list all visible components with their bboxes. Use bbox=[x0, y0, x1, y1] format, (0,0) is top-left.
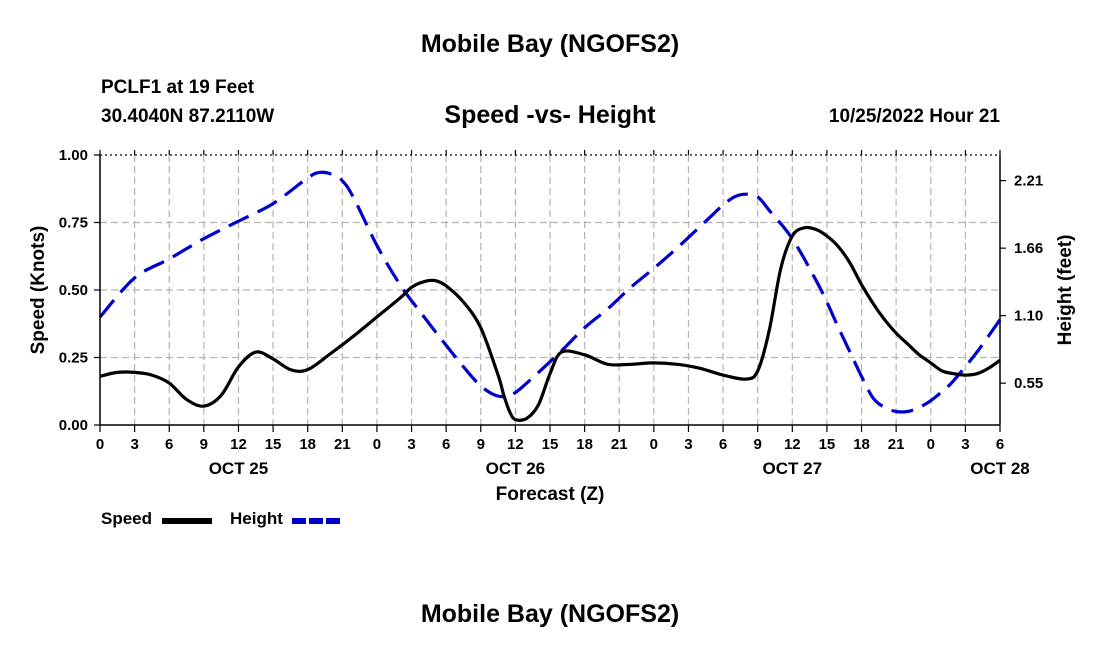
series-lines bbox=[98, 170, 1002, 422]
x-tick-label: 3 bbox=[684, 436, 692, 453]
series-height-line bbox=[98, 170, 1002, 414]
y-tick-label: 1.00 bbox=[59, 147, 88, 164]
y2-tick-label: 1.10 bbox=[1014, 308, 1043, 325]
x-tick-label: 21 bbox=[888, 436, 905, 453]
legend-height-swatch bbox=[292, 518, 342, 524]
legend-speed-label: Speed bbox=[101, 509, 153, 528]
x-tick-label: 21 bbox=[334, 436, 351, 453]
y-axis-title: Speed (Knots) bbox=[28, 226, 49, 355]
y2-tick-label: 1.66 bbox=[1014, 240, 1043, 257]
station-label: PCLF1 at 19 Feet bbox=[101, 77, 255, 98]
footer-title: Mobile Bay (NGOFS2) bbox=[420, 600, 680, 628]
x-tick-label: 21 bbox=[611, 436, 628, 453]
x-tick-label: 9 bbox=[754, 436, 762, 453]
x-date-label: OCT 25 bbox=[209, 459, 269, 478]
grid bbox=[100, 155, 1000, 425]
y2-axis-title: Height (feet) bbox=[1055, 235, 1076, 346]
chart-title: Speed -vs- Height bbox=[444, 101, 656, 129]
station-coordinates: 30.4040N 87.2110W bbox=[101, 106, 275, 127]
x-tick-label: 15 bbox=[819, 436, 836, 453]
x-tick-label: 18 bbox=[576, 436, 593, 453]
y2-tick-label: 2.21 bbox=[1014, 173, 1043, 190]
x-tick-label: 15 bbox=[265, 436, 282, 453]
x-axis-title: Forecast (Z) bbox=[496, 484, 605, 505]
legend-height-label: Height bbox=[230, 509, 283, 528]
x-tick-label: 3 bbox=[407, 436, 415, 453]
legend-speed-swatch bbox=[162, 518, 212, 524]
x-date-label: OCT 26 bbox=[486, 459, 546, 478]
x-tick-label: 3 bbox=[961, 436, 969, 453]
x-tick-label: 6 bbox=[442, 436, 450, 453]
y-tick-label: 0.25 bbox=[59, 350, 88, 367]
axis-labels: 0 3 6 9 12 15 18 21 0 3 6 9 12 15 18 21 0 3 6 9 12 15 18 21 0 3 6 0… bbox=[28, 147, 1076, 505]
axes bbox=[94, 150, 1006, 432]
x-tick-label: 12 bbox=[230, 436, 247, 453]
x-tick-label: 9 bbox=[477, 436, 485, 453]
x-tick-label: 6 bbox=[165, 436, 173, 453]
page-title: Mobile Bay (NGOFS2) bbox=[420, 30, 680, 58]
x-tick-label: 6 bbox=[996, 436, 1004, 453]
x-tick-label: 12 bbox=[784, 436, 801, 453]
y-tick-label: 0.75 bbox=[59, 215, 88, 232]
x-date-label: OCT 28 bbox=[970, 459, 1030, 478]
x-tick-label: 0 bbox=[650, 436, 658, 453]
x-tick-label: 9 bbox=[200, 436, 208, 453]
x-tick-label: 15 bbox=[542, 436, 559, 453]
x-tick-label: 6 bbox=[719, 436, 727, 453]
forecast-timestamp: 10/25/2022 Hour 21 bbox=[828, 106, 1000, 127]
x-tick-label: 18 bbox=[853, 436, 870, 453]
x-tick-label: 12 bbox=[507, 436, 524, 453]
x-date-label: OCT 27 bbox=[763, 459, 823, 478]
x-tick-label: 0 bbox=[96, 436, 104, 453]
y-tick-label: 0.50 bbox=[59, 282, 88, 299]
x-tick-label: 0 bbox=[373, 436, 381, 453]
x-tick-label: 0 bbox=[927, 436, 935, 453]
y-tick-label: 0.00 bbox=[59, 417, 88, 434]
x-tick-label: 18 bbox=[299, 436, 316, 453]
y2-tick-label: 0.55 bbox=[1014, 375, 1043, 392]
x-tick-label: 3 bbox=[130, 436, 138, 453]
series-speed-line bbox=[99, 225, 1001, 422]
